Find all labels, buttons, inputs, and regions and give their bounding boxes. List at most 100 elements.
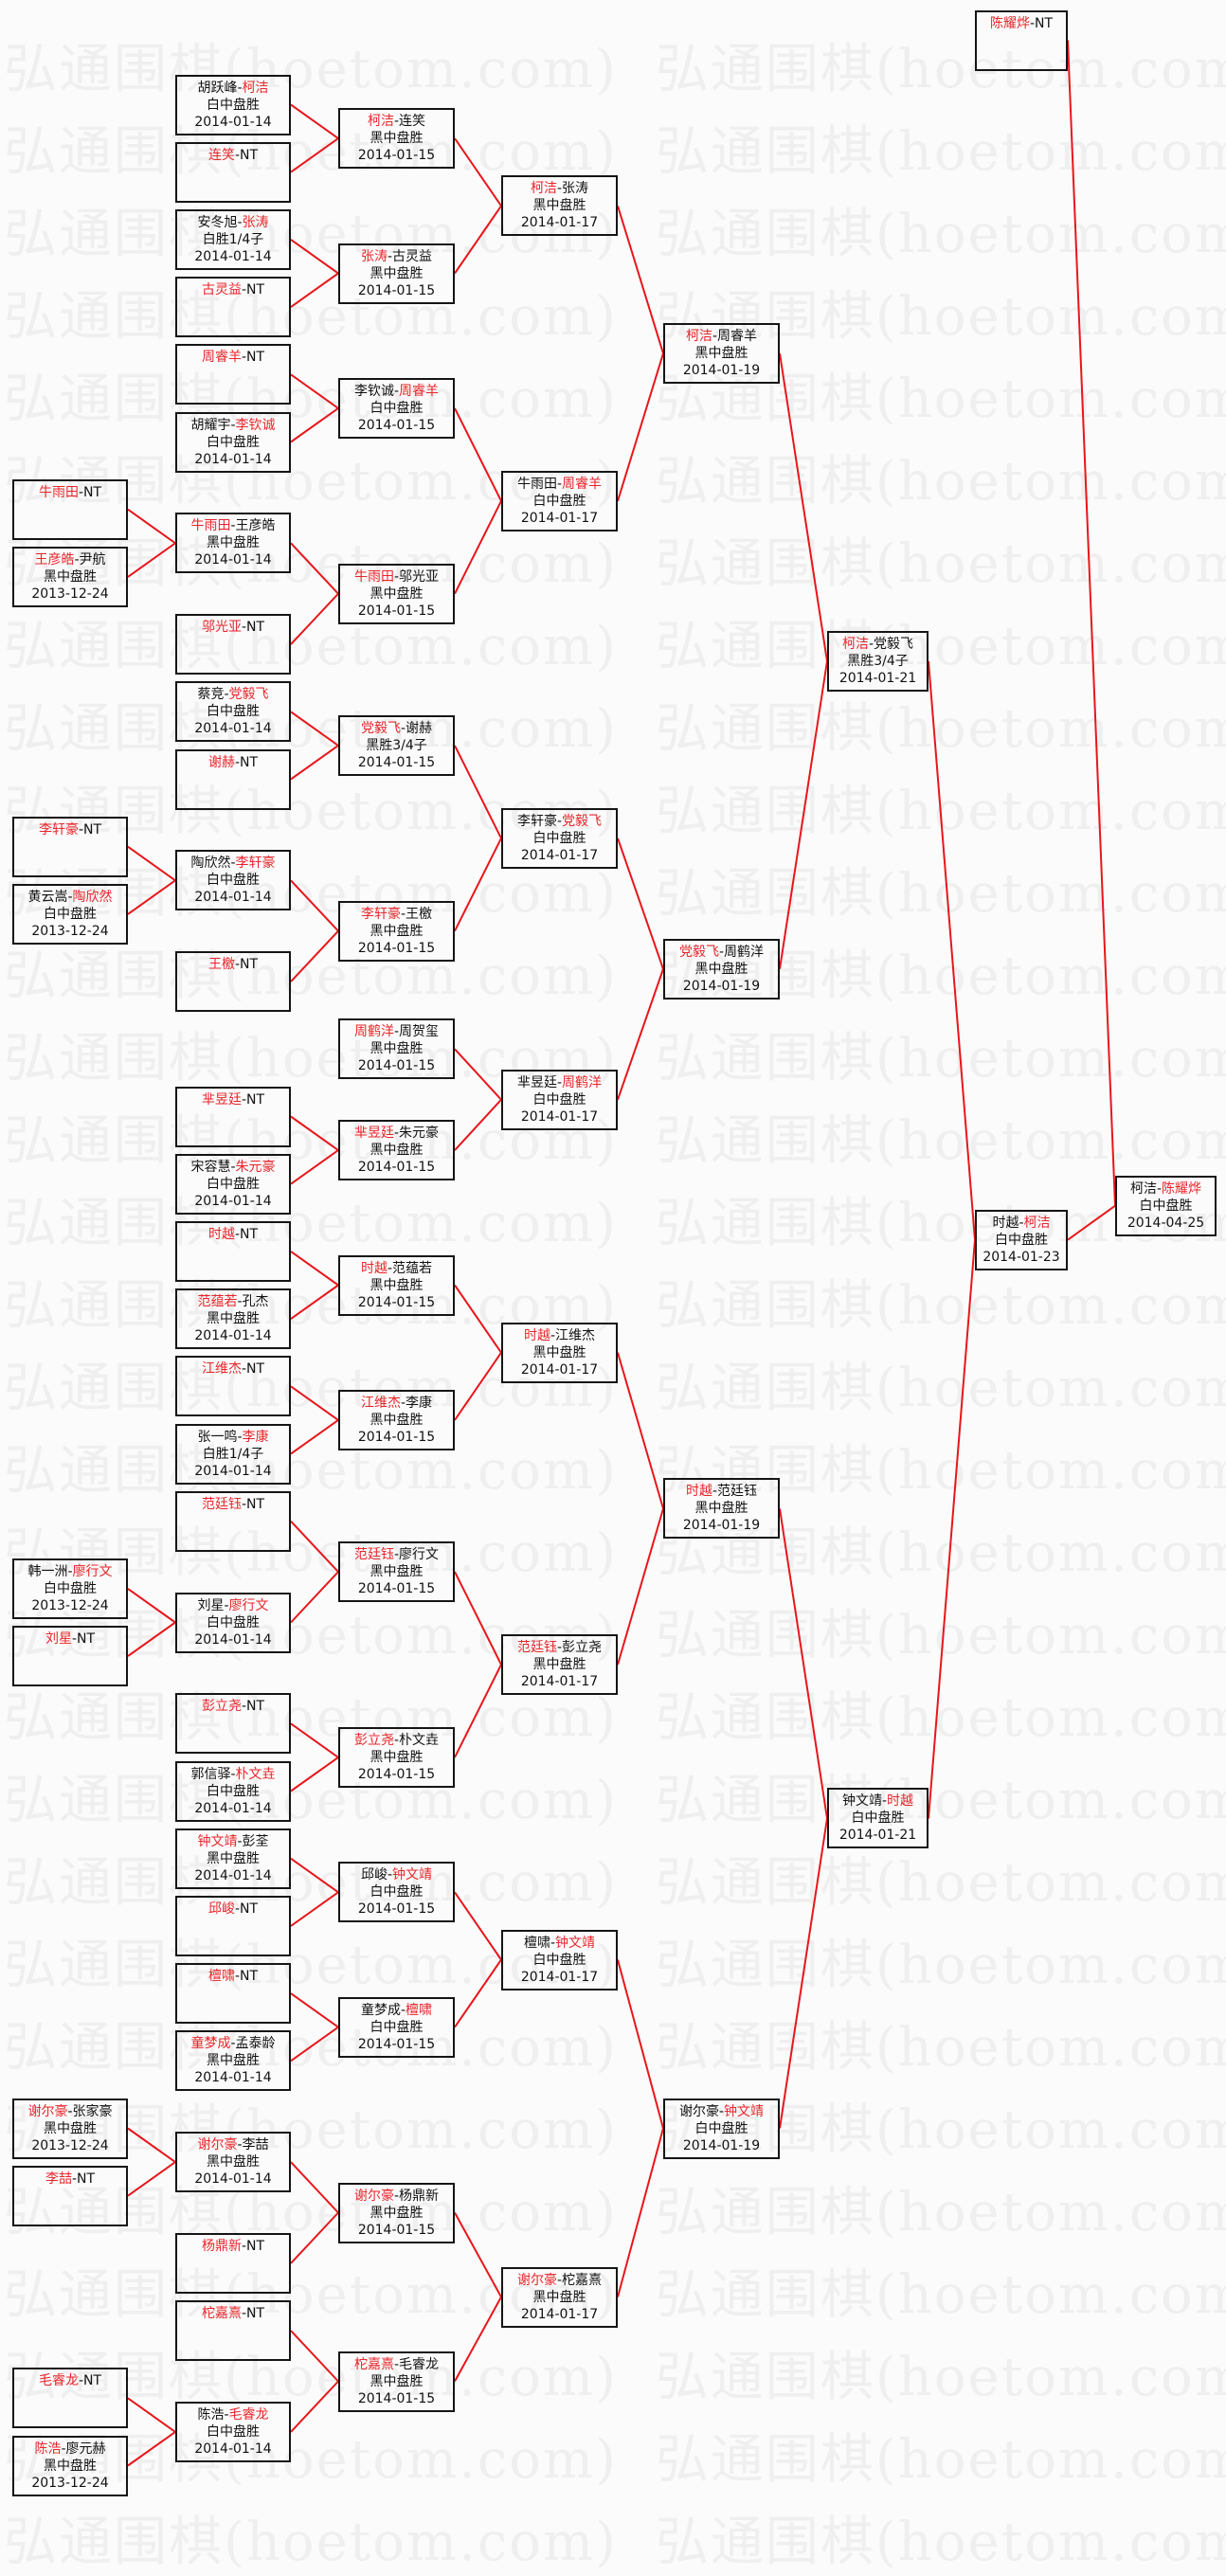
bye-match-box[interactable]: 江维杰-NT bbox=[175, 1356, 291, 1417]
bye-match-box[interactable]: 邱峻-NT bbox=[175, 1895, 291, 1956]
bye-match-box[interactable]: 柁嘉熹-NT bbox=[175, 2300, 291, 2362]
bye-match-box[interactable]: 周睿羊-NT bbox=[175, 344, 291, 405]
match-box[interactable]: 李钦诚-周睿羊 白中盘胜 2014-01-15 bbox=[338, 377, 455, 439]
match-box[interactable]: 柯洁-连笑 黑中盘胜 2014-01-15 bbox=[338, 108, 455, 170]
bye-match-box[interactable]: 牛雨田-NT bbox=[12, 478, 128, 540]
bye-match-box[interactable]: 古灵益-NT bbox=[175, 277, 291, 338]
bye-match-box[interactable]: 芈昱廷-NT bbox=[175, 1086, 291, 1147]
match-players: 柯洁-连笑 bbox=[340, 113, 453, 130]
bye-match-box[interactable]: 刘星-NT bbox=[12, 1626, 128, 1687]
player-name: 蔡竞 bbox=[197, 687, 225, 703]
bye-match-box[interactable]: 谢赫-NT bbox=[175, 748, 291, 810]
bye-match-box[interactable]: 彭立尧-NT bbox=[175, 1693, 291, 1755]
connector-line bbox=[290, 1251, 339, 1287]
match-box[interactable]: 黄云嵩-陶欣然 白中盘胜 2013-12-24 bbox=[12, 883, 128, 945]
bye-match-box[interactable]: 李喆-NT bbox=[12, 2165, 128, 2226]
match-box[interactable]: 柯洁-张涛 黑中盘胜 2014-01-17 bbox=[501, 175, 618, 237]
player-name: 范廷钰 bbox=[353, 1547, 394, 1563]
connector-line bbox=[617, 1352, 664, 1509]
watermark-text: 弘通围棋(hoetom.com) bbox=[655, 1935, 1226, 1996]
match-box[interactable]: 童梦成-檀啸 白中盘胜 2014-01-15 bbox=[338, 1996, 455, 2058]
match-box[interactable]: 芈昱廷-朱元豪 黑中盘胜 2014-01-15 bbox=[338, 1120, 455, 1181]
match-box[interactable]: 张一鸣-李康 白胜1/4子 2014-01-14 bbox=[175, 1423, 291, 1485]
separator: - bbox=[234, 1969, 241, 1985]
match-box[interactable]: 彭立尧-朴文垚 黑中盘胜 2014-01-15 bbox=[338, 1726, 455, 1788]
match-box[interactable]: 牛雨田-周睿羊 白中盘胜 2014-01-17 bbox=[501, 470, 618, 531]
match-box[interactable]: 王彦皓-尹航 黑中盘胜 2013-12-24 bbox=[12, 546, 128, 607]
match-box[interactable]: 谢尔豪-钟文靖 白中盘胜 2014-01-19 bbox=[663, 2098, 780, 2159]
match-box[interactable]: 胡跃峰-柯洁 白中盘胜 2014-01-14 bbox=[175, 74, 291, 135]
match-box[interactable]: 李轩豪-党毅飞 白中盘胜 2014-01-17 bbox=[501, 807, 618, 869]
match-box[interactable]: 柯洁-周睿羊 黑中盘胜 2014-01-19 bbox=[663, 323, 780, 385]
match-date: 2014-01-14 bbox=[194, 1463, 272, 1479]
match-box[interactable]: 牛雨田-邬光亚 黑中盘胜 2014-01-15 bbox=[338, 563, 455, 624]
match-box[interactable]: 江维杰-李康 黑中盘胜 2014-01-15 bbox=[338, 1389, 455, 1450]
watermark-row: 弘通围棋(hoetom.com) 弘通围棋(hoetom.com) bbox=[4, 2252, 1226, 2329]
bye-match-box[interactable]: 杨鼎新-NT bbox=[175, 2232, 291, 2294]
match-box[interactable]: 李轩豪-王檄 黑中盘胜 2014-01-15 bbox=[338, 900, 455, 962]
match-box[interactable]: 陈浩-毛睿龙 白中盘胜 2014-01-14 bbox=[175, 2401, 291, 2462]
player-name: 时越 bbox=[992, 1215, 1019, 1231]
bye-match-box[interactable]: 时越-NT bbox=[175, 1220, 291, 1282]
match-box[interactable]: 谢尔豪-李喆 黑中盘胜 2014-01-14 bbox=[175, 2132, 291, 2193]
player-name: 童梦成 bbox=[360, 2002, 401, 2018]
bye-match-box[interactable]: 连笑-NT bbox=[175, 141, 291, 203]
match-box[interactable]: 郭信驿-朴文垚 白中盘胜 2014-01-14 bbox=[175, 1760, 291, 1822]
watermark-text: 弘通围棋(hoetom.com) bbox=[4, 1440, 618, 1502]
match-box[interactable]: 时越-柯洁 白中盘胜 2014-01-23 bbox=[975, 1209, 1068, 1270]
match-box[interactable]: 刘星-廖行文 白中盘胜 2014-01-14 bbox=[175, 1592, 291, 1653]
match-box[interactable]: 范廷钰-廖行文 黑中盘胜 2014-01-15 bbox=[338, 1541, 455, 1603]
match-box[interactable]: 时越-范廷钰 黑中盘胜 2014-01-19 bbox=[663, 1478, 780, 1540]
player-name: 谢赫 bbox=[406, 720, 433, 736]
bye-match-box[interactable]: 陈耀烨-NT bbox=[975, 9, 1068, 71]
match-box[interactable]: 韩一洲-廖行文 白中盘胜 2013-12-24 bbox=[12, 1558, 128, 1619]
match-box[interactable]: 邱峻-钟文靖 白中盘胜 2014-01-15 bbox=[338, 1862, 455, 1923]
match-box[interactable]: 范廷钰-彭立尧 黑中盘胜 2014-01-17 bbox=[501, 1634, 618, 1695]
match-box[interactable]: 周鹤洋-周贺玺 黑中盘胜 2014-01-15 bbox=[338, 1018, 455, 1080]
match-box[interactable]: 芈昱廷-周鹤洋 白中盘胜 2014-01-17 bbox=[501, 1069, 618, 1130]
match-box[interactable]: 党毅飞-周鹤洋 黑中盘胜 2014-01-19 bbox=[663, 938, 780, 1000]
bye-match-box[interactable]: 邬光亚-NT bbox=[175, 614, 291, 676]
watermark-row: 弘通围棋(hoetom.com) 弘通围棋(hoetom.com) bbox=[4, 851, 1226, 928]
match-box[interactable]: 钟文靖-彭荃 黑中盘胜 2014-01-14 bbox=[175, 1828, 291, 1889]
player-name: NT bbox=[240, 1226, 259, 1242]
separator: - bbox=[387, 248, 393, 264]
player-name: 柁嘉熹 bbox=[562, 2272, 603, 2288]
bye-match-box[interactable]: 范廷钰-NT bbox=[175, 1490, 291, 1552]
watermark-row: 弘通围棋(hoetom.com) 弘通围棋(hoetom.com) bbox=[4, 1922, 1226, 1999]
player-name: 牛雨田 bbox=[353, 568, 394, 585]
match-box[interactable]: 时越-江维杰 黑中盘胜 2014-01-17 bbox=[501, 1322, 618, 1383]
match-box[interactable]: 柯洁-陈耀烨 白中盘胜 2014-04-25 bbox=[1115, 1175, 1217, 1236]
watermark-text: 弘通围棋(hoetom.com) bbox=[4, 1110, 618, 1172]
match-box[interactable]: 安冬旭-张涛 白胜1/4子 2014-01-14 bbox=[175, 208, 291, 270]
match-box[interactable]: 胡耀宇-李钦诚 白中盘胜 2014-01-14 bbox=[175, 411, 291, 473]
bye-match-box[interactable]: 檀啸-NT bbox=[175, 1963, 291, 2025]
match-box[interactable]: 谢尔豪-张家豪 黑中盘胜 2013-12-24 bbox=[12, 2098, 128, 2159]
match-box[interactable]: 范蕴若-孔杰 黑中盘胜 2014-01-14 bbox=[175, 1288, 291, 1350]
match-box[interactable]: 蔡竞-党毅飞 白中盘胜 2014-01-14 bbox=[175, 681, 291, 743]
match-date: 2014-01-15 bbox=[357, 1294, 436, 1310]
match-box[interactable]: 牛雨田-王彦皓 黑中盘胜 2014-01-14 bbox=[175, 513, 291, 574]
bye-match-box[interactable]: 毛睿龙-NT bbox=[12, 2368, 128, 2429]
match-box[interactable]: 钟文靖-时越 白中盘胜 2014-01-21 bbox=[827, 1788, 929, 1849]
player-name: 彭立尧 bbox=[201, 1699, 242, 1715]
separator: - bbox=[230, 417, 236, 433]
match-players: 胡耀宇-李钦诚 bbox=[177, 417, 289, 434]
match-box[interactable]: 柁嘉熹-毛睿龙 黑中盘胜 2014-01-15 bbox=[338, 2351, 455, 2412]
match-box[interactable]: 时越-范蕴若 黑中盘胜 2014-01-15 bbox=[338, 1254, 455, 1316]
bye-match-box[interactable]: 王檄-NT bbox=[175, 951, 291, 1013]
match-box[interactable]: 张涛-古灵益 黑中盘胜 2014-01-15 bbox=[338, 243, 455, 304]
match-box[interactable]: 党毅飞-谢赫 黑胜3/4子 2014-01-15 bbox=[338, 714, 455, 776]
match-box[interactable]: 檀啸-钟文靖 白中盘胜 2014-01-17 bbox=[501, 1929, 618, 1991]
match-box[interactable]: 陈浩-廖元赫 黑中盘胜 2013-12-24 bbox=[12, 2435, 128, 2496]
match-box[interactable]: 谢尔豪-柁嘉熹 黑中盘胜 2014-01-17 bbox=[501, 2266, 618, 2328]
match-players: 彭立尧-NT bbox=[177, 1698, 289, 1715]
match-box[interactable]: 童梦成-孟泰龄 黑中盘胜 2014-01-14 bbox=[175, 2030, 291, 2092]
match-result: 白胜1/4子 bbox=[202, 1446, 264, 1462]
bye-match-box[interactable]: 李轩豪-NT bbox=[12, 816, 128, 877]
match-box[interactable]: 谢尔豪-杨鼎新 黑中盘胜 2014-01-15 bbox=[338, 2182, 455, 2243]
match-box[interactable]: 陶欣然-李轩豪 白中盘胜 2014-01-14 bbox=[175, 850, 291, 911]
match-box[interactable]: 柯洁-党毅飞 黑胜3/4子 2014-01-21 bbox=[827, 630, 929, 692]
match-players: 谢尔豪-张家豪 bbox=[14, 2103, 126, 2120]
match-box[interactable]: 宋容慧-朱元豪 白中盘胜 2014-01-14 bbox=[175, 1153, 291, 1215]
